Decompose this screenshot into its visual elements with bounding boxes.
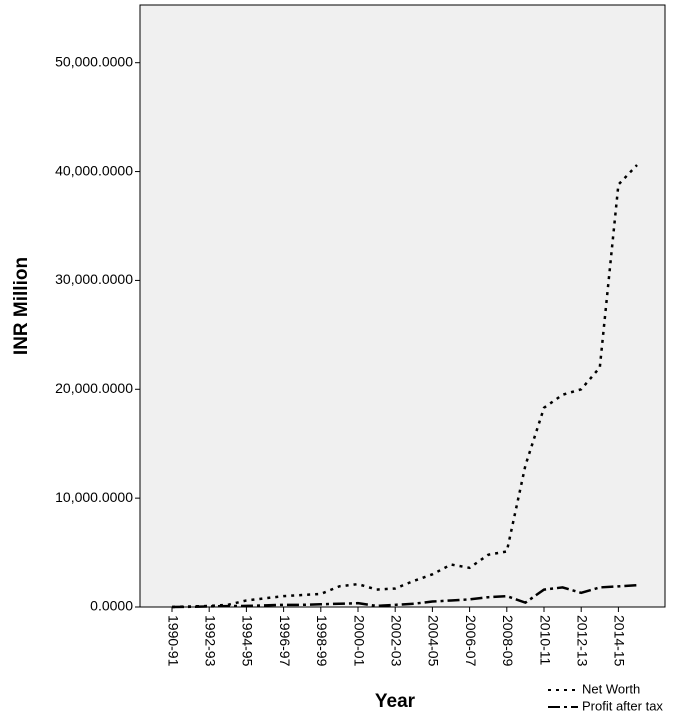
x-tick-label: 2000-01 <box>351 615 367 667</box>
plot-area <box>139 4 666 608</box>
x-tick-label: 2002-03 <box>388 615 404 667</box>
x-tick-label: 2006-07 <box>463 615 479 667</box>
x-tick-label: 2012-13 <box>574 615 590 667</box>
y-tick-label: 20,000.0000 <box>55 380 133 396</box>
y-tick-label: 0.0000 <box>90 598 133 614</box>
y-tick-label: 40,000.0000 <box>55 162 133 178</box>
x-tick-label: 1996-97 <box>277 615 293 667</box>
x-tick-label: 1994-95 <box>240 615 256 667</box>
y-tick-label: 30,000.0000 <box>55 271 133 287</box>
y-tick-label: 10,000.0000 <box>55 489 133 505</box>
legend-label: Profit after tax <box>582 698 663 713</box>
y-axis-title: INR Million <box>11 257 32 355</box>
x-tick-label: 1998-99 <box>314 615 330 667</box>
line-series <box>171 583 638 609</box>
legend-label: Net Worth <box>582 681 640 696</box>
x-tick-label: 1992-93 <box>202 615 218 667</box>
x-tick-label: 2004-05 <box>426 615 442 667</box>
x-tick-label: 2014-15 <box>612 615 628 667</box>
x-tick-label: 2008-09 <box>500 615 516 667</box>
y-tick-label: 50,000.0000 <box>55 53 133 69</box>
x-axis-title: Year <box>375 691 416 712</box>
x-tick-label: 2010-11 <box>537 615 553 666</box>
x-tick-label: 1990-91 <box>165 615 181 667</box>
